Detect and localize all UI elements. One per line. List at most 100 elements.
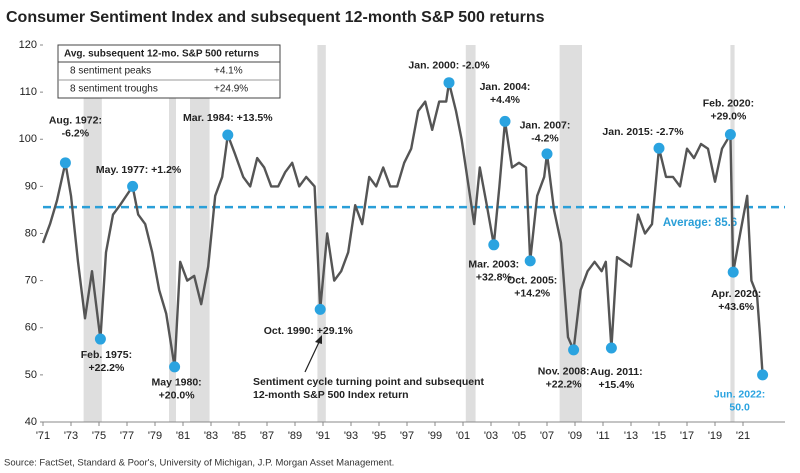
x-tick-label: '01 [456, 430, 470, 442]
x-tick-label: '09 [568, 430, 582, 442]
annotation-label: -6.2% [62, 128, 90, 140]
annotation-label: Oct. 1990: +29.1% [264, 325, 354, 337]
table-cell: +4.1% [214, 66, 243, 77]
annotation-point [568, 344, 580, 356]
annotation-point [757, 369, 769, 381]
source-note: Source: FactSet, Standard & Poor's, Univ… [4, 458, 394, 469]
x-tick-label: '89 [288, 430, 302, 442]
x-tick-label: '05 [512, 430, 526, 442]
x-tick-label: '19 [708, 430, 722, 442]
annotation-label: Aug. 1972: [49, 115, 102, 127]
annotation-point [222, 129, 234, 141]
annotation-point [653, 142, 665, 154]
annotation-label: Feb. 2020: [703, 97, 754, 109]
table-cell: +24.9% [214, 84, 248, 95]
annotation-label: Oct. 2005: [507, 275, 557, 287]
annotation-label: Jan. 2000: -2.0% [408, 59, 490, 71]
annotation-label: +22.2% [88, 362, 125, 374]
annotation-label: Aug. 2011: [590, 366, 643, 378]
x-tick-label: '99 [428, 430, 442, 442]
x-tick-label: '83 [204, 430, 218, 442]
annotation-label: Feb. 1975: [81, 349, 132, 361]
annotation-label: +22.2% [546, 379, 583, 391]
y-tick-label: 40 [25, 416, 37, 428]
x-tick-label: '07 [540, 430, 554, 442]
y-tick-label: 80 [25, 227, 37, 239]
annotation-point [127, 180, 139, 192]
annotation-point [443, 77, 455, 89]
annotation-point [499, 115, 511, 127]
x-tick-label: '03 [484, 430, 498, 442]
annotation-label: -4.2% [531, 133, 559, 145]
annotation-point [541, 148, 553, 160]
recession-band [317, 45, 326, 422]
x-tick-label: '87 [260, 430, 274, 442]
annotation-label: Jun. 2022: [714, 389, 765, 401]
inset-table: Avg. subsequent 12-mo. S&P 500 returns 8… [57, 44, 281, 99]
y-tick-label: 120 [19, 39, 37, 51]
note-text: Sentiment cycle turning point and subseq… [253, 376, 485, 388]
annotation-label: Jan. 2015: -2.7% [602, 126, 684, 138]
table-cell: 8 sentiment peaks [70, 66, 151, 77]
annotation-label: Nov. 2008: [538, 366, 590, 378]
average-label: Average: 85.6 [663, 217, 737, 229]
annotation-point [314, 303, 326, 315]
annotation-point [488, 239, 500, 251]
note-text: 12-month S&P 500 Index return [253, 389, 409, 401]
annotation-point [94, 333, 106, 345]
annotation-label: May 1980: [151, 377, 201, 389]
table-header: Avg. subsequent 12-mo. S&P 500 returns [64, 49, 259, 60]
annotation-label: +14.2% [514, 288, 551, 300]
annotation-label: Jan. 2007: [520, 120, 571, 132]
annotation-label: +20.0% [159, 390, 196, 402]
x-tick-label: '77 [120, 430, 134, 442]
annotation-label: 50.0 [729, 402, 750, 414]
annotation-label: Mar. 1984: +13.5% [183, 112, 273, 124]
annotation-label: +43.6% [718, 301, 755, 313]
annotation-point [169, 361, 181, 373]
annotation-label: Jan. 2004: [480, 81, 531, 93]
recession-band [190, 45, 210, 422]
table-cell: 8 sentiment troughs [70, 84, 158, 95]
recession-band [465, 45, 476, 422]
x-tick-label: '11 [596, 430, 610, 442]
annotation-label: Apr. 2020: [711, 288, 761, 300]
x-tick-label: '81 [176, 430, 190, 442]
note-group: Sentiment cycle turning point and subseq… [253, 335, 485, 401]
annotation-point [59, 157, 71, 169]
chart-title: Consumer Sentiment Index and subsequent … [6, 9, 545, 26]
arrow-head [315, 335, 322, 344]
annotation-point [605, 342, 617, 354]
annotation-label: May. 1977: +1.2% [96, 164, 182, 176]
annotation-label: +15.4% [598, 379, 635, 391]
x-tick-label: '17 [680, 430, 694, 442]
x-tick-label: '73 [64, 430, 78, 442]
annotation-label: +4.4% [490, 94, 521, 106]
x-tick-label: '79 [148, 430, 162, 442]
x-tick-label: '85 [232, 430, 246, 442]
annotation-point [727, 266, 739, 278]
y-tick-label: 70 [25, 275, 37, 287]
x-tick-label: '71 [36, 430, 50, 442]
y-tick-label: 50 [25, 369, 37, 381]
y-tick-label: 90 [25, 180, 37, 192]
x-tick-label: '97 [400, 430, 414, 442]
table-frame [57, 44, 281, 99]
y-tick-label: 100 [19, 133, 37, 145]
y-tick-label: 110 [19, 86, 37, 98]
x-tick-label: '95 [372, 430, 386, 442]
x-tick-label: '91 [316, 430, 330, 442]
recession-band [169, 45, 176, 422]
recession-band [83, 45, 102, 422]
x-tick-label: '21 [736, 430, 750, 442]
note-arrow [304, 339, 321, 373]
x-tick-label: '93 [344, 430, 358, 442]
x-tick-label: '75 [92, 430, 106, 442]
x-tick-label: '13 [624, 430, 638, 442]
annotation-point [524, 255, 536, 267]
annotation-label: +32.8% [476, 272, 513, 284]
annotation-label: +29.0% [710, 110, 747, 122]
y-tick-label: 60 [25, 322, 37, 334]
